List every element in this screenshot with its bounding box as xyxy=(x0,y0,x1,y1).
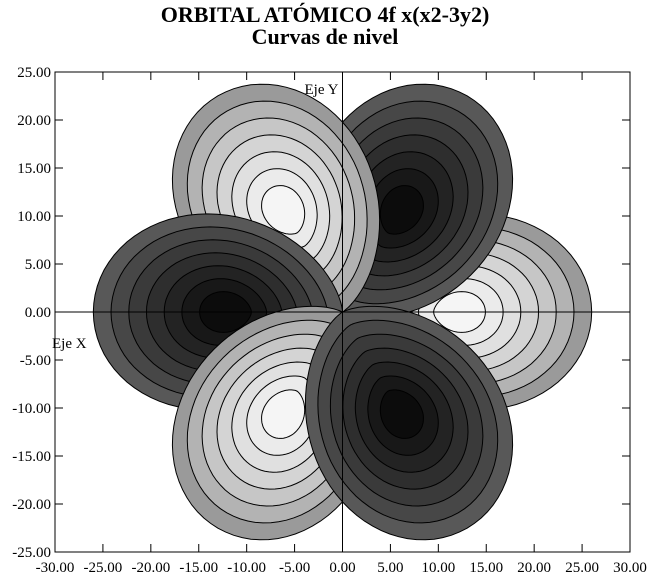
x-tick-label: 10.00 xyxy=(421,560,455,576)
y-tick-label: 5.00 xyxy=(25,257,51,273)
y-tick-label: -20.00 xyxy=(12,497,51,513)
x-tick-label: -15.00 xyxy=(179,560,218,576)
axes-group xyxy=(55,72,630,552)
ticks-group xyxy=(54,71,631,553)
x-tick-label: -30.00 xyxy=(36,560,75,576)
lobes-group xyxy=(92,83,593,541)
x-tick-label: -20.00 xyxy=(131,560,170,576)
contour-level-7 xyxy=(379,185,424,235)
x-tick-label: 5.00 xyxy=(377,560,403,576)
y-tick-label: 15.00 xyxy=(17,161,51,177)
contour-level-7 xyxy=(261,185,306,235)
chart-title: ORBITAL ATÓMICO 4f x(x2-3y2) xyxy=(160,2,490,27)
x-tick-label: 30.00 xyxy=(613,560,647,576)
lobe-300 xyxy=(304,305,514,541)
y-tick-label: 25.00 xyxy=(17,65,51,81)
y-tick-label: 10.00 xyxy=(17,209,51,225)
y-tick-label: 20.00 xyxy=(17,113,51,129)
y-tick-label: -10.00 xyxy=(12,401,51,417)
y-tick-label: -5.00 xyxy=(20,353,51,369)
y-tick-label: -15.00 xyxy=(12,449,51,465)
x-tick-label: -10.00 xyxy=(227,560,266,576)
contour-level-7 xyxy=(379,389,424,439)
x-tick-label: 0.00 xyxy=(329,560,355,576)
x-axis-label: Eje X xyxy=(52,336,87,352)
x-tick-label: -25.00 xyxy=(84,560,123,576)
chart-subtitle: Curvas de nivel xyxy=(251,24,399,49)
tick-labels-group: -30.00 -25.00 -20.00 -15.00 -10.00 -5.00 0.00 5… xyxy=(12,65,647,576)
x-tick-label: 20.00 xyxy=(517,560,551,576)
y-tick-label: 0.00 xyxy=(25,305,51,321)
x-tick-label: 25.00 xyxy=(565,560,599,576)
y-axis-label: Eje Y xyxy=(304,82,338,98)
y-tick-label: -25.00 xyxy=(12,545,51,561)
x-tick-label: -5.00 xyxy=(279,560,310,576)
x-tick-label: 15.00 xyxy=(469,560,503,576)
contour-level-7 xyxy=(261,389,306,439)
